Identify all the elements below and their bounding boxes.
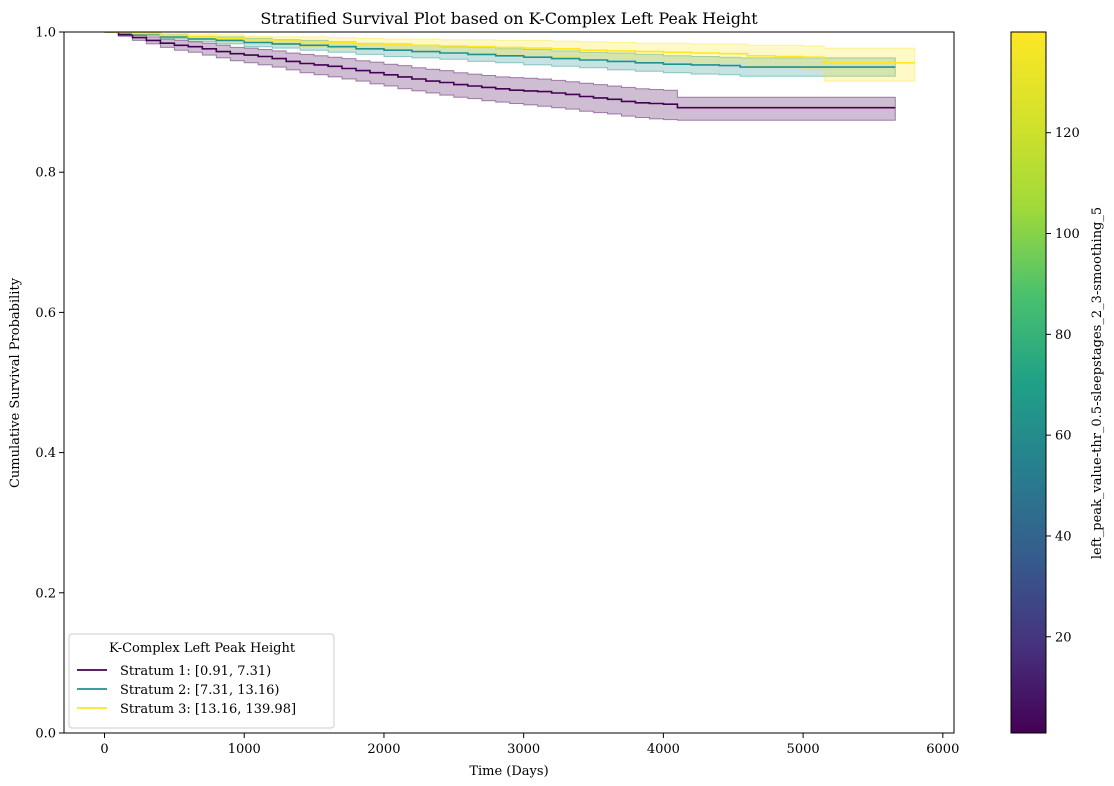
y-tick-label: 1.0 xyxy=(35,26,56,41)
legend-label-stratum-2: Stratum 2: [7.31, 13.16) xyxy=(120,683,280,698)
x-tick-label: 6000 xyxy=(926,742,959,757)
y-axis: 0.0 0.2 0.4 0.6 0.8 1.0 xyxy=(35,26,64,742)
colorbar-tick-label: 40 xyxy=(1055,529,1072,544)
legend-label-stratum-3: Stratum 3: [13.16, 139.98] xyxy=(120,702,296,717)
colorbar-tick-label: 80 xyxy=(1055,328,1072,343)
survival-lines xyxy=(104,32,915,109)
colorbar-label: left_peak_value-thr_0.5-sleepstages_2_3-… xyxy=(1090,207,1105,559)
colorbar-tick-label: 20 xyxy=(1055,630,1072,645)
plot-frame xyxy=(63,31,955,734)
legend-label-stratum-1: Stratum 1: [0.91, 7.31) xyxy=(120,664,271,679)
y-tick-label: 0.2 xyxy=(35,586,56,601)
survival-line-stratum-2 xyxy=(104,32,896,68)
colorbar-tick-label: 100 xyxy=(1055,227,1080,242)
legend: K-Complex Left Peak Height Stratum 1: [0… xyxy=(68,633,335,729)
legend-box xyxy=(68,633,335,729)
colorbar-ticks: 20 40 60 80 100 120 xyxy=(1046,126,1080,645)
x-tick-label: 3000 xyxy=(507,742,540,757)
colorbar-tick-label: 60 xyxy=(1055,429,1072,444)
x-tick-label: 1000 xyxy=(228,742,261,757)
colorbar-gradient xyxy=(1010,31,1047,734)
x-tick-label: 4000 xyxy=(647,742,680,757)
y-tick-label: 0.4 xyxy=(35,446,56,461)
x-axis-label: Time (Days) xyxy=(469,764,548,779)
colorbar-tick-label: 120 xyxy=(1055,126,1080,141)
x-axis: 0 1000 2000 3000 4000 5000 6000 xyxy=(100,733,959,757)
y-tick-label: 0.6 xyxy=(35,306,56,321)
survival-line-stratum-1 xyxy=(104,32,896,109)
y-axis-label: Cumulative Survival Probability xyxy=(8,277,23,488)
survival-line-stratum-3 xyxy=(104,32,915,64)
y-tick-label: 0.0 xyxy=(35,727,56,742)
colorbar: 20 40 60 80 100 120 left_peak_value-thr_0.5-s… xyxy=(1010,31,1105,734)
y-tick-label: 0.8 xyxy=(35,166,56,181)
confidence-band-stratum-1 xyxy=(104,32,896,121)
x-tick-label: 2000 xyxy=(367,742,400,757)
confidence-band-stratum-3 xyxy=(104,32,916,82)
x-tick-label: 5000 xyxy=(787,742,820,757)
legend-title: K-Complex Left Peak Height xyxy=(109,641,296,656)
x-tick-label: 0 xyxy=(100,742,108,757)
chart-title: Stratified Survival Plot based on K-Comp… xyxy=(260,9,758,28)
